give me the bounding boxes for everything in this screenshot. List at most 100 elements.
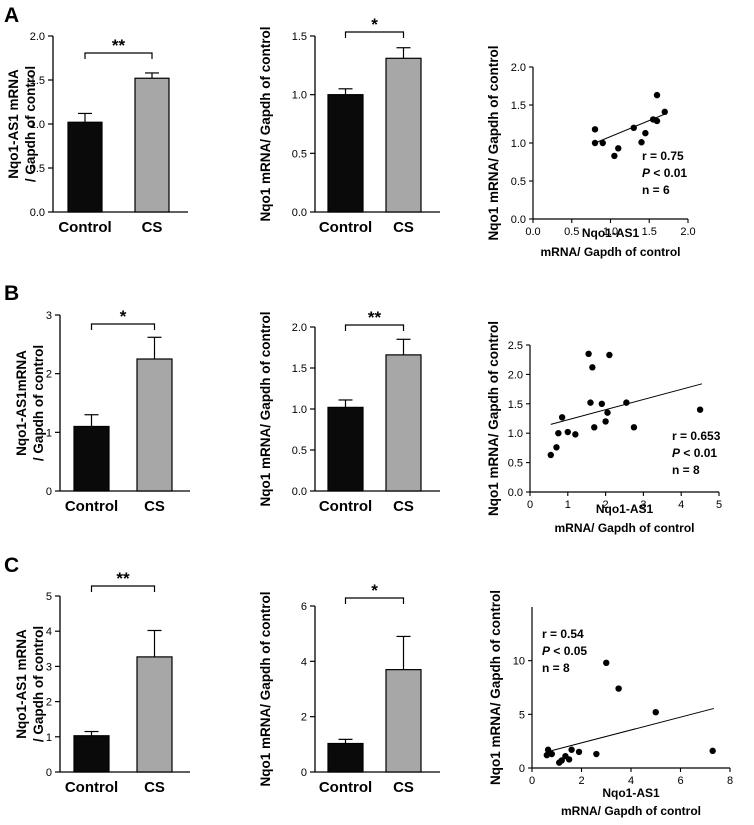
bar-control (67, 121, 103, 213)
bar-cs (136, 358, 173, 492)
y-tick-label: 2 (301, 712, 307, 724)
significance-bracket (90, 323, 156, 330)
x-tick-label: 5 (716, 499, 722, 511)
data-point (589, 364, 596, 371)
stat-value: = 0.54 (547, 627, 584, 641)
y-axis-title: / Gapdh of control (23, 66, 38, 182)
y-tick-label: 1.5 (508, 399, 523, 411)
y-tick-label: 5 (46, 591, 52, 603)
stat-r: r = 0.653 (672, 429, 721, 443)
category-label: Control (319, 779, 372, 796)
y-tick-label: 2 (46, 369, 52, 381)
y-tick-label: 0.0 (30, 207, 45, 219)
stat-value: = 0.653 (677, 429, 721, 443)
y-tick-label: 6 (301, 601, 307, 613)
data-point (543, 751, 551, 759)
category-label: Control (319, 498, 372, 515)
data-point (555, 430, 562, 437)
significance-bracket (90, 585, 156, 592)
x-tick-label: 2 (578, 775, 584, 787)
y-tick-label: 1.0 (511, 138, 526, 150)
y-tick-label: 1.5 (292, 363, 307, 375)
data-point (638, 139, 645, 146)
y-axis-title: Nqo1 mRNA/ Gapdh of control (258, 312, 273, 507)
data-point (565, 756, 573, 763)
panel-label-c: C (4, 554, 19, 577)
data-point (591, 424, 598, 431)
x-tick-label: 0.5 (564, 226, 579, 238)
data-point (599, 139, 606, 147)
stat-key: r (542, 627, 547, 641)
y-tick-label: 1.0 (30, 119, 45, 131)
y-axis-title: Nqo1 mRNA/ Gapdh of control (486, 321, 501, 516)
x-tick-label: 1 (565, 499, 571, 511)
y-tick-label: 2.0 (511, 62, 526, 74)
x-tick-label: 3 (640, 499, 646, 511)
category-label: CS (393, 779, 414, 796)
y-tick-label: 1.0 (292, 90, 307, 102)
y-axis-title: Nqo1 mRNA/ Gapdh of control (258, 27, 273, 222)
data-point (568, 746, 575, 753)
x-axis-title: Nqo1-AS1 (582, 226, 640, 240)
y-tick-label: 1.5 (292, 31, 307, 43)
stat-value: = 8 (549, 661, 570, 675)
y-tick-label: 2.5 (508, 340, 523, 352)
y-tick-label: 0.0 (511, 214, 526, 226)
data-point (572, 431, 579, 438)
x-tick-label: 1.5 (642, 226, 657, 238)
panel-label-a: A (4, 4, 19, 27)
x-tick-label: 4 (628, 775, 634, 787)
data-point (548, 750, 555, 758)
stat-key: P (672, 446, 681, 460)
y-tick-label: 2 (46, 697, 52, 709)
data-point (603, 659, 610, 667)
y-tick-label: 1.0 (508, 428, 523, 440)
x-tick-label: 0.0 (525, 226, 540, 238)
y-axis-title: / Gapdh of control (31, 626, 46, 742)
data-point (611, 152, 618, 160)
x-axis-title: mRNA/ Gapdh of control (561, 804, 701, 818)
data-point (696, 406, 704, 413)
y-axis-title: Nqo1-AS1 mRNA (6, 69, 21, 179)
y-tick-label: 0.0 (508, 487, 523, 499)
data-point (630, 424, 638, 431)
y-axis-title: Nqo1-AS1 mRNA (14, 629, 29, 739)
stat-r: r = 0.54 (542, 627, 584, 641)
category-label: Control (58, 219, 111, 236)
significance-marker: * (120, 307, 127, 326)
data-point (593, 750, 600, 758)
y-tick-label: 2.0 (292, 322, 307, 334)
panel-c-bar-chart-nqo1-as1: 0 1 2 3 4 5 Nqo1-AS1 mRNA / Gapdh of control Con… (14, 569, 190, 796)
data-point (653, 117, 661, 125)
data-point (653, 91, 661, 99)
data-point (652, 708, 659, 716)
y-tick-label: 2.0 (508, 369, 523, 381)
y-tick-label: 0.5 (292, 148, 307, 160)
data-point (604, 409, 611, 416)
data-point (544, 746, 552, 753)
y-tick-label: 0.0 (292, 207, 307, 219)
data-point (558, 414, 566, 421)
y-tick-label: 0 (519, 763, 525, 775)
panel-b-bar-chart-nqo1-as1: 0 1 2 3 Nqo1-AS1mRNA / Gapdh of control Contro… (14, 307, 190, 515)
y-axis-title: Nqo1 mRNA/ Gapdh of control (258, 592, 273, 787)
panel-a-bar-chart-nqo1: 0.0 0.5 1.0 1.5 Nqo1 mRNA/ Gapdh of control C… (258, 15, 440, 236)
trend-line (546, 707, 715, 753)
data-point (547, 451, 554, 459)
bar-control (73, 425, 110, 492)
y-tick-label: 1.5 (30, 75, 45, 87)
panel-a-scatter-plot: 0.0 0.5 1.0 1.5 2.0 0.0 0.5 1.0 1.5 2.0 Nqo1 mRNA/… (486, 46, 696, 260)
stat-key: r (642, 149, 647, 163)
significance-marker: ** (112, 36, 126, 55)
stat-key: r (672, 429, 677, 443)
y-tick-label: 1.5 (511, 100, 526, 112)
y-tick-label: 4 (46, 626, 52, 638)
significance-bracket (344, 597, 405, 604)
y-tick-label: 3 (46, 661, 52, 673)
x-tick-label: 2 (603, 499, 609, 511)
significance-marker: * (371, 581, 378, 600)
bar-control (327, 406, 364, 492)
data-point (598, 400, 606, 407)
x-axis-title: mRNA/ Gapdh of control (555, 521, 695, 535)
